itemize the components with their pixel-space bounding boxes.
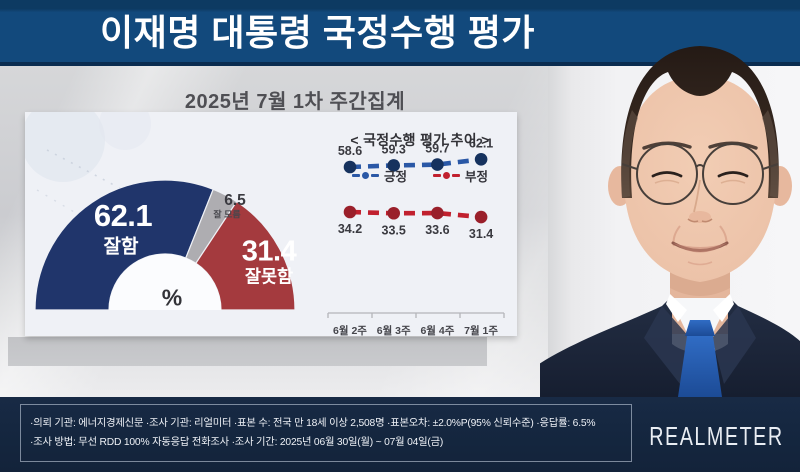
svg-text:59.7: 59.7 <box>425 142 449 156</box>
svg-text:6월 3주: 6월 3주 <box>377 324 411 336</box>
title-band: 이재명 대통령 국정수행 평가 <box>0 0 800 66</box>
gauge-unknown-label: 잘 모름 <box>213 209 241 220</box>
svg-text:33.6: 33.6 <box>425 223 449 237</box>
positive-line-marker-icon <box>351 172 379 179</box>
survey-info-box: ·의뢰 기관: 에너지경제신문 ·조사 기관: 리얼미터 ·표본 수: 전국 만… <box>20 404 632 462</box>
svg-text:6월 4주: 6월 4주 <box>420 324 454 336</box>
gauge-positive-value: 62.1 <box>93 198 153 233</box>
svg-text:34.2: 34.2 <box>338 222 362 236</box>
svg-text:62.1: 62.1 <box>469 136 493 150</box>
svg-text:31.4: 31.4 <box>469 227 493 241</box>
negative-line-marker-icon <box>433 172 460 179</box>
trend-svg: 6월 2주 6월 3주 6월 4주 7월 1주 58.6 59.3 59.7 62.1 34.2… <box>327 136 505 336</box>
legend-item-negative: 부정 <box>433 166 488 185</box>
card-shadow-band <box>8 337 487 366</box>
svg-text:58.6: 58.6 <box>338 144 362 158</box>
legend-label-positive: 긍정 <box>383 170 407 184</box>
gauge-unknown-value: 6.5 <box>224 192 246 209</box>
trend-chart: 6월 2주 6월 3주 6월 4주 7월 1주 58.6 59.3 59.7 62.1 34.2… <box>323 122 517 336</box>
legend-label-negative: 부정 <box>465 170 489 184</box>
svg-text:7월 1주: 7월 1주 <box>464 324 498 336</box>
trend-title: < 국정수행 평가 추이 > <box>350 132 490 148</box>
svg-text:59.3: 59.3 <box>382 142 406 156</box>
gauge-positive-label: 잘함 <box>103 236 139 258</box>
chart-card: 62.1 잘함 6.5 잘 모름 31.4 잘못함 % 6월 2주 6월 3주 6월… <box>25 112 517 336</box>
footer: ·의뢰 기관: 에너지경제신문 ·조사 기관: 리얼미터 ·표본 수: 전국 만… <box>0 397 800 472</box>
gauge-unit-label: % <box>161 284 183 311</box>
gauge-chart <box>34 179 296 311</box>
trend-legend: 긍정 부정 <box>323 166 517 185</box>
card-watermark <box>25 112 201 261</box>
gauge-negative-label: 잘못함 <box>244 266 294 287</box>
page-title: 이재명 대통령 국정수행 평가 <box>100 12 535 53</box>
portrait-photo <box>540 46 800 397</box>
survey-info-line-2: ·조사 방법: 무선 RDD 100% 자동응답 전화조사 ·조사 기간: 20… <box>30 437 444 448</box>
svg-text:6월 2주: 6월 2주 <box>333 324 367 336</box>
legend-item-positive: 긍정 <box>351 166 407 185</box>
svg-text:33.5: 33.5 <box>382 223 406 237</box>
subtitle: 2025년 7월 1차 주간집계 <box>184 91 406 113</box>
gauge-negative-value: 31.4 <box>241 235 297 268</box>
survey-info-line-1: ·의뢰 기관: 에너지경제신문 ·조사 기관: 리얼미터 ·표본 수: 전국 만… <box>30 418 596 429</box>
realmeter-logo: REALMETER <box>649 421 784 451</box>
